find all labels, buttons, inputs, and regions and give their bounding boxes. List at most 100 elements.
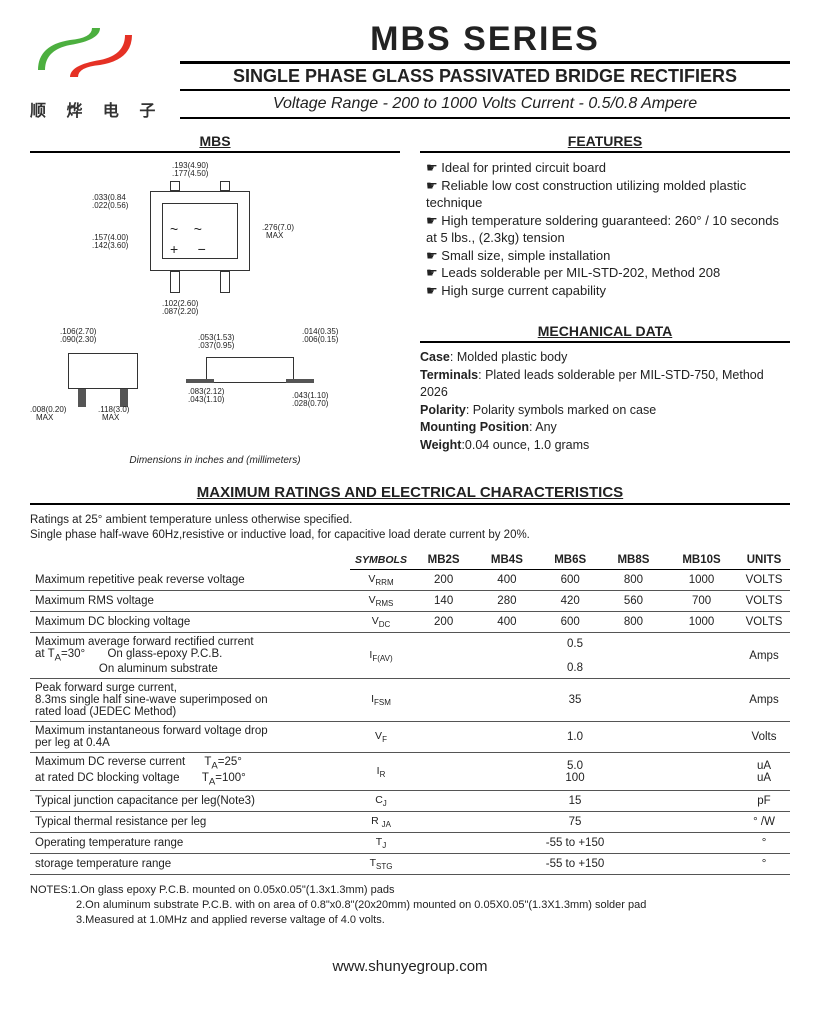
dim-d2b: .022(0.56) xyxy=(92,201,128,210)
symbol-cell: VF xyxy=(350,722,412,753)
dim-d9b: .037(0.95) xyxy=(198,341,234,350)
unit-cell: VOLTS xyxy=(738,569,790,590)
features-list: Ideal for printed circuit board Reliable… xyxy=(420,159,790,299)
dim-d11b: .006(0.15) xyxy=(302,335,338,344)
package-side-view: .106(2.70) .090(2.30) .008(0.20) MAX .11… xyxy=(30,327,400,447)
mech-mounting: Mounting Position: Any xyxy=(420,419,790,437)
ratings-note-2: Single phase half-wave 60Hz,resistive or… xyxy=(30,529,530,541)
col-symbols: SYMBOLS xyxy=(350,551,412,570)
value-cell: 200 xyxy=(412,569,475,590)
table-row: Maximum DC reverse current TA=25°at rate… xyxy=(30,753,790,791)
symbol-cell: R JA xyxy=(350,812,412,833)
main-title: MBS SERIES xyxy=(180,20,790,64)
dimension-caption: Dimensions in inches and (millimeters) xyxy=(30,455,400,466)
param-cell: storage temperature range xyxy=(30,854,350,875)
value-cell: 280 xyxy=(475,590,538,611)
dim-d5b: .087(2.20) xyxy=(162,307,198,316)
table-row: Maximum repetitive peak reverse voltageV… xyxy=(30,569,790,590)
ratings-title: MAXIMUM RATINGS AND ELECTRICAL CHARACTER… xyxy=(30,482,790,505)
upper-columns: MBS ~ ~ + − .193(4.90) .177(4.50) .033(0… xyxy=(30,133,790,466)
specs-line: Voltage Range - 200 to 1000 Volts Curren… xyxy=(180,91,790,119)
feature-item: Ideal for printed circuit board xyxy=(426,159,790,177)
dim-d10b: .043(1.10) xyxy=(188,395,224,404)
param-cell: Maximum DC blocking voltage xyxy=(30,612,350,633)
symbol-cell: VDC xyxy=(350,612,412,633)
symbol-cell: IFSM xyxy=(350,679,412,722)
value-cell: 1000 xyxy=(665,612,738,633)
col-part: MB6S xyxy=(539,551,602,570)
features-column: FEATURES Ideal for printed circuit board… xyxy=(420,133,790,466)
symbol-cell: IR xyxy=(350,753,412,791)
mech-case: Case: Molded plastic body xyxy=(420,349,790,367)
table-row: Maximum instantaneous forward voltage dr… xyxy=(30,722,790,753)
mech-data-body: Case: Molded plastic body Terminals: Pla… xyxy=(420,349,790,454)
col-part: MB10S xyxy=(665,551,738,570)
value-cell-span: -55 to +150 xyxy=(412,854,738,875)
ratings-note-1: Ratings at 25° ambient temperature unles… xyxy=(30,514,352,526)
mech-data-header: MECHANICAL DATA xyxy=(420,323,790,343)
value-cell: 800 xyxy=(602,569,665,590)
logo-text-cn: 顺 烨 电 子 xyxy=(30,97,170,121)
ratings-notes: Ratings at 25° ambient temperature unles… xyxy=(30,513,790,543)
note-3: 3.Measured at 1.0MHz and applied reverse… xyxy=(30,913,790,928)
ratings-table: SYMBOLS MB2S MB4S MB6S MB8S MB10S UNITS … xyxy=(30,551,790,876)
value-cell: 400 xyxy=(475,569,538,590)
value-cell: 1000 xyxy=(665,569,738,590)
logo-block: 顺 烨 电 子 xyxy=(30,20,170,121)
mech-polarity: Polarity: Polarity symbols marked on cas… xyxy=(420,402,790,420)
table-row: Maximum RMS voltageVRMS140280420560700VO… xyxy=(30,590,790,611)
symbol-cell: TSTG xyxy=(350,854,412,875)
unit-cell: Amps xyxy=(738,633,790,679)
unit-cell: ° xyxy=(738,833,790,854)
mech-terminals: Terminals: Plated leads solderable per M… xyxy=(420,367,790,402)
param-cell: Typical junction capacitance per leg(Not… xyxy=(30,791,350,812)
symbol-cell: TJ xyxy=(350,833,412,854)
mech-weight: Weight:0.04 ounce, 1.0 grams xyxy=(420,437,790,455)
value-cell: 800 xyxy=(602,612,665,633)
value-cell: 400 xyxy=(475,612,538,633)
package-top-view: ~ ~ + − .193(4.90) .177(4.50) .033(0.84 … xyxy=(30,161,400,321)
dim-d4b: MAX xyxy=(266,231,283,240)
unit-cell: Volts xyxy=(738,722,790,753)
unit-cell: ° /W xyxy=(738,812,790,833)
symbol-cell: VRRM xyxy=(350,569,412,590)
feature-item: Reliable low cost construction utilizing… xyxy=(426,177,790,212)
dim-d7b: MAX xyxy=(36,413,53,422)
param-cell: Maximum DC reverse current TA=25°at rate… xyxy=(30,753,350,791)
note-2: 2.On aluminum substrate P.C.B. with on a… xyxy=(30,898,790,913)
feature-item: High surge current capability xyxy=(426,282,790,300)
table-row: Maximum DC blocking voltageVDC2004006008… xyxy=(30,612,790,633)
features-header: FEATURES xyxy=(420,133,790,153)
table-row: Operating temperature rangeTJ-55 to +150… xyxy=(30,833,790,854)
dim-d3b: .142(3.60) xyxy=(92,241,128,250)
unit-cell: ° xyxy=(738,854,790,875)
value-cell-span: 5.0100 xyxy=(412,753,738,791)
value-cell-span: -55 to +150 xyxy=(412,833,738,854)
value-cell: 700 xyxy=(665,590,738,611)
dim-d12b: .028(0.70) xyxy=(292,399,328,408)
col-part: MB4S xyxy=(475,551,538,570)
col-units: UNITS xyxy=(738,551,790,570)
footer-url: www.shunyegroup.com xyxy=(30,958,790,975)
unit-cell: Amps xyxy=(738,679,790,722)
value-cell: 140 xyxy=(412,590,475,611)
unit-cell: VOLTS xyxy=(738,590,790,611)
title-block: MBS SERIES SINGLE PHASE GLASS PASSIVATED… xyxy=(180,20,790,121)
value-cell: 600 xyxy=(539,569,602,590)
feature-item: Leads solderable per MIL-STD-202, Method… xyxy=(426,264,790,282)
value-cell: 600 xyxy=(539,612,602,633)
symbol-cell: CJ xyxy=(350,791,412,812)
mbs-header: MBS xyxy=(30,133,400,153)
header: 顺 烨 电 子 MBS SERIES SINGLE PHASE GLASS PA… xyxy=(30,20,790,121)
dim-d1b: .177(4.50) xyxy=(172,169,208,178)
table-row: storage temperature rangeTSTG-55 to +150… xyxy=(30,854,790,875)
note-1: NOTES:1.On glass epoxy P.C.B. mounted on… xyxy=(30,883,790,898)
param-cell: Operating temperature range xyxy=(30,833,350,854)
param-cell: Maximum instantaneous forward voltage dr… xyxy=(30,722,350,753)
value-cell: 200 xyxy=(412,612,475,633)
value-cell-span: 75 xyxy=(412,812,738,833)
value-cell-span: 15 xyxy=(412,791,738,812)
value-cell: 560 xyxy=(602,590,665,611)
feature-item: High temperature soldering guaranteed: 2… xyxy=(426,212,790,247)
unit-cell: uAuA xyxy=(738,753,790,791)
